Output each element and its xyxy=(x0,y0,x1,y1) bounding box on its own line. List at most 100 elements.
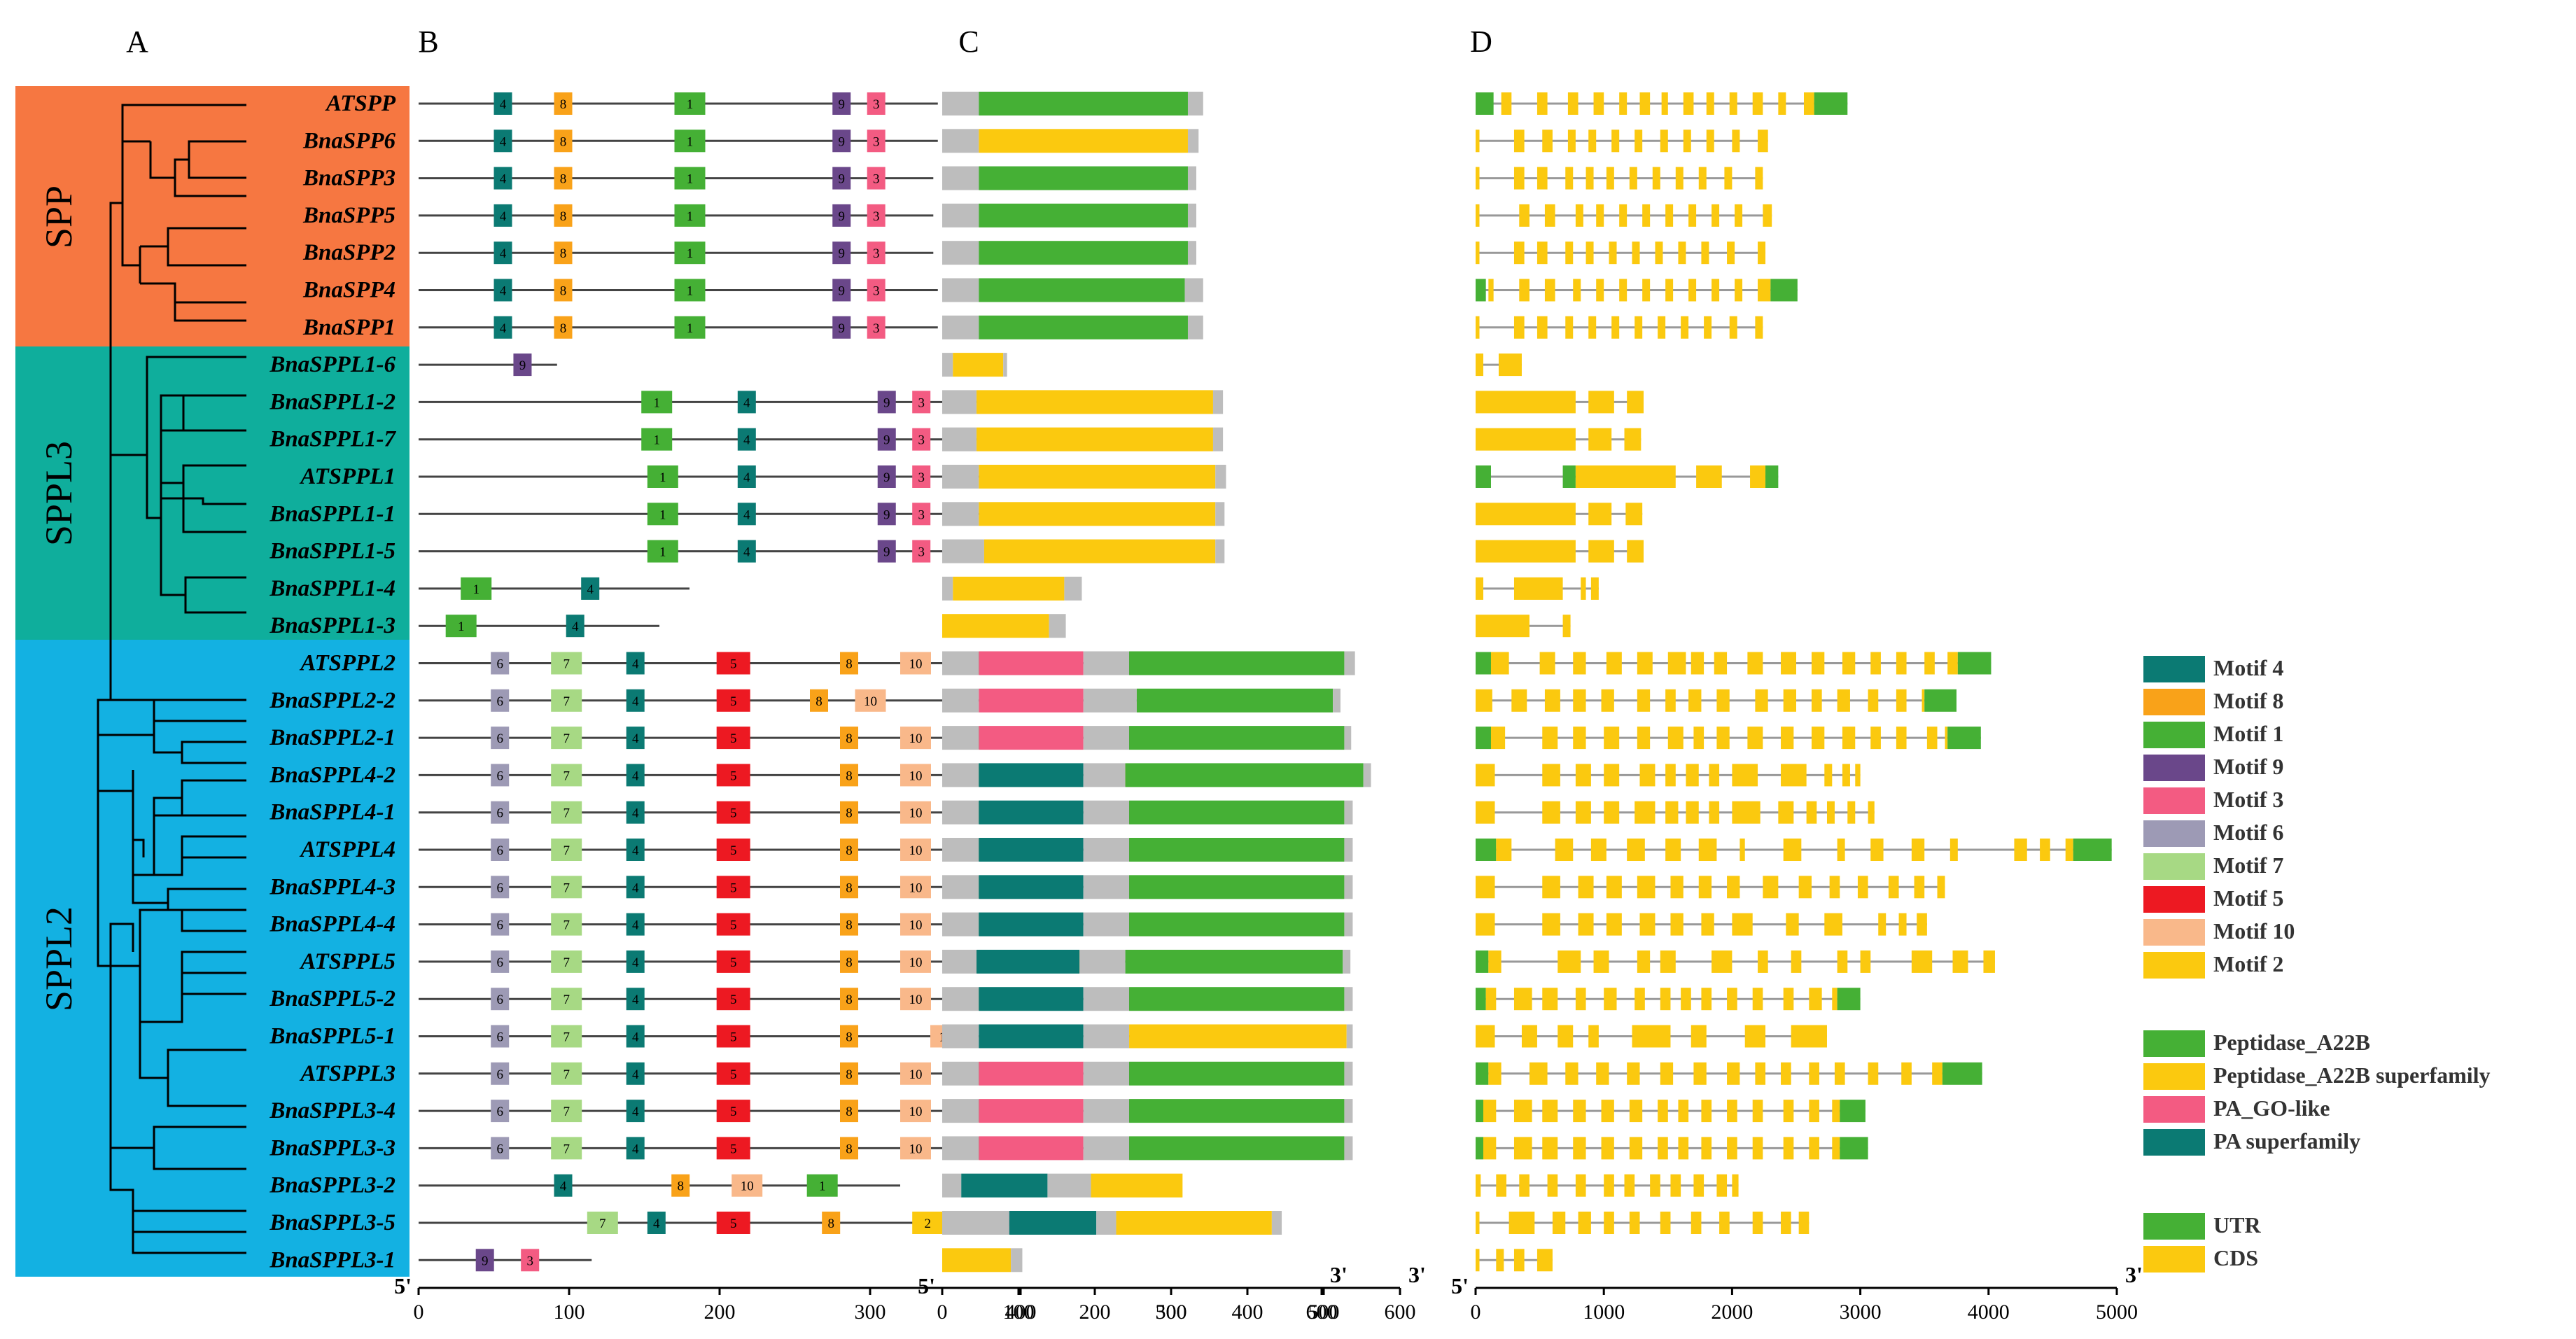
domain-segment xyxy=(1091,1173,1183,1198)
domain-segment xyxy=(1129,800,1345,825)
motif-box xyxy=(493,204,512,227)
domain-segment xyxy=(942,1173,962,1198)
cds-block xyxy=(1686,764,1699,787)
motif-box xyxy=(822,1212,841,1234)
cds-block xyxy=(1698,167,1707,190)
motif-number: 7 xyxy=(563,806,570,821)
motif-box xyxy=(900,727,931,750)
motif-number: 9 xyxy=(883,433,890,448)
gene-name: BnaSPPL2-1 xyxy=(269,725,396,750)
gene-row: BnaSPP6 4 8 1 9 3 xyxy=(302,128,1768,153)
cds-block xyxy=(1888,876,1899,899)
cds-block xyxy=(1619,279,1628,302)
motif-number: 3 xyxy=(873,97,880,112)
motif-legend-swatch xyxy=(2143,820,2205,847)
cds-block xyxy=(1624,428,1642,451)
motif-number: 1 xyxy=(659,507,666,522)
gene-name: BnaSPP4 xyxy=(302,278,396,303)
domain-segment xyxy=(1136,688,1334,713)
cds-block xyxy=(1567,92,1578,115)
motif-number: 4 xyxy=(500,246,507,261)
domain-legend-label: Peptidase_A22B xyxy=(2213,1030,2370,1055)
motif-number: 7 xyxy=(563,881,570,895)
motif-number: 8 xyxy=(816,694,822,709)
motif-box xyxy=(840,727,858,750)
cds-block xyxy=(1678,1100,1689,1123)
motif-number: 9 xyxy=(519,358,526,373)
cds-block xyxy=(1542,764,1560,787)
cds-block xyxy=(1637,652,1653,675)
motif-box xyxy=(877,465,896,488)
motif-box xyxy=(491,876,510,899)
cds-block xyxy=(1637,876,1656,899)
cds-block xyxy=(1496,839,1512,861)
cds-block xyxy=(1878,913,1886,936)
cds-block xyxy=(1842,764,1850,787)
motif-box xyxy=(626,1025,645,1048)
cds-block xyxy=(1513,167,1525,190)
cds-block xyxy=(1809,1137,1819,1160)
cds-block xyxy=(1562,615,1571,638)
motif-number: 8 xyxy=(846,993,853,1007)
c-tick-label: 600 xyxy=(1385,1301,1416,1324)
motif-box xyxy=(491,1062,510,1085)
domain-segment xyxy=(1344,987,1353,1011)
motif-number: 5 xyxy=(730,806,737,821)
motif-number: 6 xyxy=(496,657,503,672)
motif-number: 5 xyxy=(730,657,737,672)
cds-block xyxy=(1565,316,1574,339)
cds-block xyxy=(1791,950,1802,973)
cds-block xyxy=(1544,279,1555,302)
motif-box xyxy=(491,1100,510,1123)
cds-block xyxy=(1860,950,1871,973)
gene-row: BnaSPPL5-16745810293 xyxy=(269,1024,1827,1049)
gene-name: BnaSPPL1-6 xyxy=(269,352,396,377)
motif-box xyxy=(716,1212,750,1234)
motif-box xyxy=(626,689,645,712)
motif-number: 10 xyxy=(909,769,923,783)
motif-box xyxy=(737,465,756,488)
domain-segment xyxy=(942,1248,1011,1273)
motif-number: 4 xyxy=(500,209,507,224)
motif-number: 7 xyxy=(563,993,570,1007)
motif-number: 3 xyxy=(918,507,925,522)
cds-block xyxy=(1686,801,1699,824)
cds-block xyxy=(1542,129,1553,153)
motif-legend-swatch xyxy=(2143,853,2205,880)
cds-block xyxy=(1752,92,1763,115)
domain-legend-label: Peptidase_A22B superfamily xyxy=(2213,1063,2491,1088)
utr-block xyxy=(1476,1137,1483,1160)
domain-segment xyxy=(1344,651,1355,675)
cds-block xyxy=(1855,764,1861,787)
motif-number: 4 xyxy=(632,806,639,821)
motif-number: 3 xyxy=(873,209,880,224)
motif-box xyxy=(867,316,886,339)
domain-segment xyxy=(942,763,979,787)
cds-block xyxy=(1755,689,1768,712)
cds-block xyxy=(1558,950,1581,973)
motif-box xyxy=(840,1062,858,1085)
motif-box xyxy=(491,689,510,712)
cds-block xyxy=(1870,652,1881,675)
cds-block xyxy=(1811,689,1822,712)
motif-number: 8 xyxy=(846,1105,853,1119)
cds-block xyxy=(1558,1025,1574,1048)
motif-box xyxy=(674,316,706,339)
gene-row: BnaSPPL4-167458101293 xyxy=(269,800,1875,825)
cds-block xyxy=(1932,1062,1942,1085)
motif-box xyxy=(554,92,573,115)
domain-segment xyxy=(942,688,979,713)
cds-block xyxy=(1511,689,1527,712)
motif-box xyxy=(900,913,931,936)
motif-box xyxy=(840,876,858,899)
motif-box xyxy=(554,316,573,339)
motif-box xyxy=(900,839,931,861)
cds-block xyxy=(1629,1100,1643,1123)
cds-block xyxy=(1735,279,1743,302)
motif-number: 3 xyxy=(526,1254,533,1268)
cds-block xyxy=(1581,577,1586,600)
cds-block xyxy=(1555,839,1574,861)
motif-number: 4 xyxy=(632,1105,639,1119)
cds-block xyxy=(1660,1062,1674,1085)
